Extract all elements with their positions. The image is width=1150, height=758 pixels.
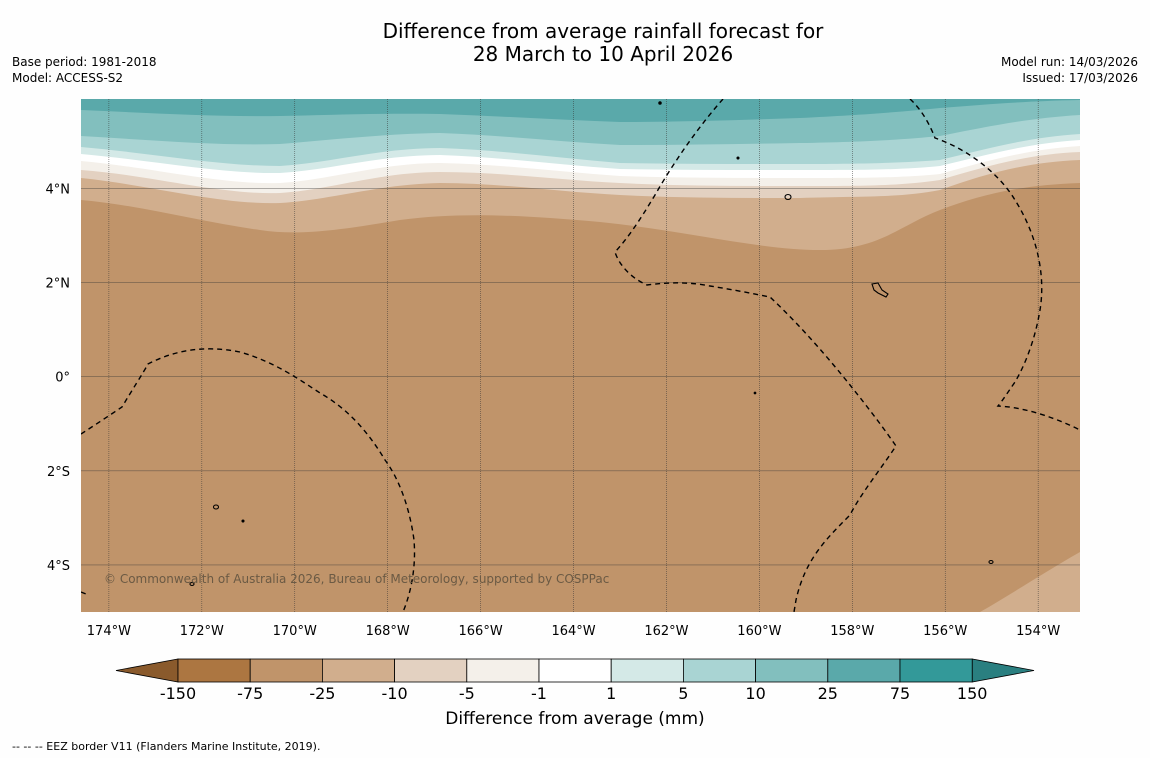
colorbar-bin <box>827 658 901 683</box>
field-wet-25-75 <box>81 99 1080 122</box>
title-line-2: 28 March to 10 April 2026 <box>472 42 734 66</box>
island <box>988 559 994 565</box>
colorbar-bin <box>466 658 540 683</box>
lon-tick-label: 160°W <box>737 624 781 639</box>
meta-right: Model run: 14/03/2026 Issued: 17/03/2026 <box>1001 54 1138 86</box>
colorbar-tick-label: -5 <box>459 684 475 703</box>
issued-date: Issued: 17/03/2026 <box>1022 71 1138 85</box>
colorbar-tick-label: 10 <box>745 684 765 703</box>
latitude-labels: 4°N 2°N 0° 2°S 4°S <box>46 182 71 574</box>
colorbar-tick-label: -1 <box>531 684 547 703</box>
eez-legend: -- -- -- EEZ border V11 (Flanders Marine… <box>12 740 321 753</box>
lon-tick-label: 172°W <box>180 624 224 639</box>
island <box>241 519 245 523</box>
eez-borders <box>81 99 1080 612</box>
eez-border-central <box>614 99 897 612</box>
longitude-labels: 174°W 172°W 170°W 168°W 166°W 164°W 162°W 160°W… <box>87 624 1061 639</box>
island <box>736 156 740 160</box>
colorbar-tick-label: -10 <box>382 684 408 703</box>
island <box>871 282 889 298</box>
lon-tick-label: 166°W <box>459 624 503 639</box>
colorbar-bin <box>755 658 829 683</box>
lon-tick-label: 154°W <box>1016 624 1060 639</box>
lon-tick-label: 156°W <box>923 624 967 639</box>
lon-tick-label: 174°W <box>87 624 131 639</box>
lat-tick-label: 4°S <box>47 559 70 574</box>
lon-tick-label: 158°W <box>830 624 874 639</box>
model-run: Model run: 14/03/2026 <box>1000 55 1138 69</box>
colorbar-bin <box>899 658 973 683</box>
field-wet-top <box>81 99 1080 100</box>
base-period: Base period: 1981-2018 <box>12 55 157 69</box>
copyright-notice: © Commonwealth of Australia 2026, Bureau… <box>104 572 610 586</box>
meta-left: Base period: 1981-2018 Model: ACCESS-S2 <box>12 54 157 86</box>
eez-border-east <box>909 99 1080 431</box>
island <box>658 101 662 105</box>
island <box>212 504 220 510</box>
colorbar-tick-label: 150 <box>957 684 988 703</box>
island <box>753 391 757 395</box>
lon-tick-label: 170°W <box>273 624 317 639</box>
lat-tick-label: 4°N <box>46 182 71 197</box>
eez-border-sw <box>81 591 87 595</box>
eez-border-west <box>81 348 416 612</box>
colorbar-bin <box>394 658 468 683</box>
colorbar: -150 -75 -25 -10 -5 -1 1 5 10 25 75 150 <box>115 658 1035 703</box>
island <box>189 581 195 587</box>
colorbar-bin <box>610 658 684 683</box>
colorbar-bin <box>683 658 757 683</box>
colorbar-tick-label: -25 <box>309 684 335 703</box>
lon-tick-label: 164°W <box>551 624 595 639</box>
lat-tick-label: 0° <box>55 371 70 386</box>
map-field <box>81 99 1080 612</box>
colorbar-tick-label: 5 <box>678 684 688 703</box>
gridlines <box>81 99 1080 612</box>
colorbar-tick-label: -150 <box>160 684 196 703</box>
lon-tick-label: 168°W <box>366 624 410 639</box>
colorbar-tick-label: 25 <box>818 684 838 703</box>
lon-tick-label: 162°W <box>644 624 688 639</box>
colorbar-tick-label: 75 <box>890 684 910 703</box>
colorbar-tick-label: 1 <box>606 684 616 703</box>
chart-title: Difference from average rainfall forecas… <box>0 20 1150 66</box>
colorbar-under-arrow <box>115 658 179 683</box>
colorbar-bin <box>538 658 612 683</box>
colorbar-label: Difference from average (mm) <box>445 709 705 729</box>
lat-tick-label: 2°N <box>46 277 71 292</box>
islands <box>189 101 994 587</box>
colorbar-tick-label: -75 <box>237 684 263 703</box>
colorbar-bin <box>177 658 251 683</box>
colorbar-over-arrow <box>971 658 1035 683</box>
island <box>784 193 792 201</box>
lat-tick-label: 2°S <box>47 465 70 480</box>
colorbar-bin <box>321 658 395 683</box>
title-line-1: Difference from average rainfall forecas… <box>382 19 824 43</box>
field-band-southeast <box>980 552 1080 612</box>
colorbar-bin <box>249 658 323 683</box>
model-name: Model: ACCESS-S2 <box>12 71 124 85</box>
